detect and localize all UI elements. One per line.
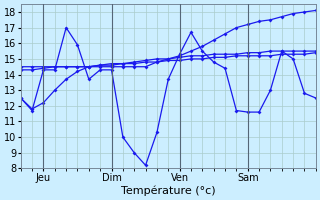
X-axis label: Température (°c): Température (°c) <box>121 185 216 196</box>
